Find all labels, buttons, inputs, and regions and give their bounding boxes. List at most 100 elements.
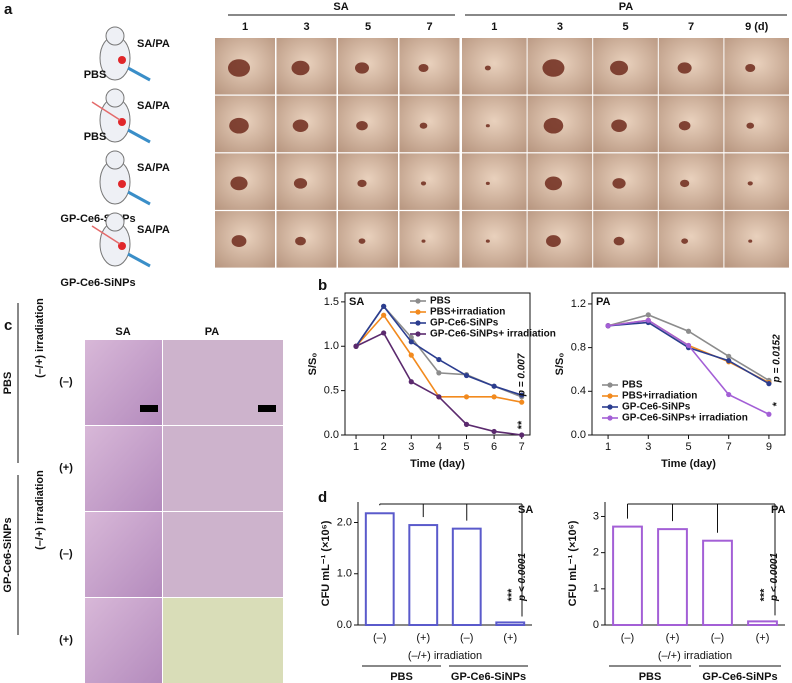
wound — [291, 60, 310, 76]
wound — [610, 60, 629, 76]
y-tick-label: 2 — [593, 547, 599, 559]
day-label: 3 — [557, 21, 563, 33]
infection-label: SA/PA — [137, 162, 170, 174]
day-label: 3 — [303, 21, 309, 33]
legend-label: GP-Ce6-SiNPs+ irradiation — [622, 413, 748, 424]
legend-label: GP-Ce6-SiNPs — [622, 402, 691, 413]
y-tick-label: 0.0 — [324, 429, 339, 441]
wound-photo — [462, 153, 527, 210]
column-header: PA — [205, 326, 220, 338]
wound — [420, 181, 427, 186]
wound-photo — [276, 211, 337, 268]
legend-marker — [607, 415, 613, 421]
wound-photo — [399, 95, 460, 153]
laser — [91, 101, 121, 121]
infection-site — [118, 56, 126, 64]
wound — [544, 176, 563, 191]
wound — [745, 64, 756, 72]
data-point — [491, 428, 497, 435]
data-point — [381, 312, 387, 318]
legend-marker — [415, 331, 421, 337]
panel-label: b — [318, 277, 327, 294]
panel-tag: PA — [771, 504, 786, 516]
wound-photo — [724, 95, 789, 153]
data-point — [381, 303, 387, 309]
wound — [485, 239, 490, 243]
group-label: GP-Ce6-SiNPs — [702, 671, 777, 683]
wound — [613, 236, 625, 246]
wound — [748, 239, 753, 243]
wound-photo — [462, 211, 527, 268]
data-point — [463, 421, 470, 427]
wound — [421, 239, 426, 243]
day-label: 7 — [426, 21, 432, 33]
scale-bar — [258, 405, 276, 412]
data-point — [408, 339, 414, 345]
x-tick-label: 7 — [726, 441, 732, 453]
syringe — [127, 252, 151, 268]
bar — [747, 620, 778, 626]
x-tick-label: 3 — [645, 441, 651, 453]
wound-photo — [724, 38, 789, 95]
p-value: p = 0.007 — [517, 353, 528, 397]
legend-marker — [607, 382, 613, 388]
data-point — [726, 391, 732, 398]
y-tick-label: 1.5 — [324, 296, 339, 308]
y-tick-label: 0 — [593, 619, 599, 631]
data-point — [463, 394, 470, 400]
data-point — [645, 317, 651, 323]
histology-image — [85, 340, 162, 425]
laser — [91, 225, 121, 245]
row-label: (–) — [59, 548, 73, 560]
legend-label: GP-Ce6-SiNPs+ irradiation — [430, 329, 556, 340]
irradiation-label: (–/+) irradiation — [34, 298, 46, 378]
wound-photo — [338, 211, 398, 268]
mouse-head — [105, 88, 125, 108]
significance: * — [771, 401, 783, 406]
x-tick-label: 6 — [491, 441, 497, 453]
data-point — [491, 394, 497, 400]
row-label: (+) — [59, 462, 73, 474]
x-tick-label: (+) — [503, 632, 517, 644]
wound — [292, 119, 309, 132]
wound — [358, 238, 366, 244]
panel-label: a — [4, 1, 13, 18]
legend-label: GP-Ce6-SiNPs — [430, 318, 499, 329]
data-point — [408, 334, 414, 340]
infection-label: SA/PA — [137, 38, 170, 50]
data-point — [519, 399, 525, 405]
panel-tag: SA — [518, 504, 533, 516]
x-tick-label: 1 — [605, 441, 611, 453]
wound-photo — [338, 95, 398, 153]
wound-photo — [399, 211, 460, 268]
wound — [678, 121, 691, 131]
wound — [293, 178, 308, 189]
x-axis-label: Time (day) — [661, 458, 716, 470]
wound — [418, 64, 429, 72]
legend-label: PBS — [430, 296, 451, 307]
wound — [231, 235, 247, 248]
y-tick-label: 1 — [593, 583, 599, 595]
panel-tag: PA — [596, 296, 611, 308]
x-tick-label: 9 — [766, 441, 772, 453]
bar — [702, 539, 733, 626]
wound-photo — [593, 153, 658, 210]
scale-bar — [140, 405, 158, 412]
data-point — [491, 383, 497, 389]
wound-photo — [338, 153, 398, 210]
x-tick-label: 4 — [436, 441, 442, 453]
wound-photo — [658, 211, 724, 268]
row-label: (–) — [59, 376, 73, 388]
x-tick-label: (–) — [373, 632, 386, 644]
x-group-title: (–/+) irradiation — [658, 650, 732, 662]
y-tick-label: 0.5 — [324, 385, 339, 397]
significance: *** — [758, 588, 770, 602]
x-tick-label: 2 — [381, 441, 387, 453]
data-point — [436, 356, 442, 363]
data-point — [766, 411, 772, 417]
legend-label: PBS+irradiation — [430, 307, 505, 318]
histology-image — [85, 598, 162, 683]
x-tick-label: (+) — [416, 632, 430, 644]
syringe — [127, 128, 151, 144]
wound — [485, 124, 490, 128]
